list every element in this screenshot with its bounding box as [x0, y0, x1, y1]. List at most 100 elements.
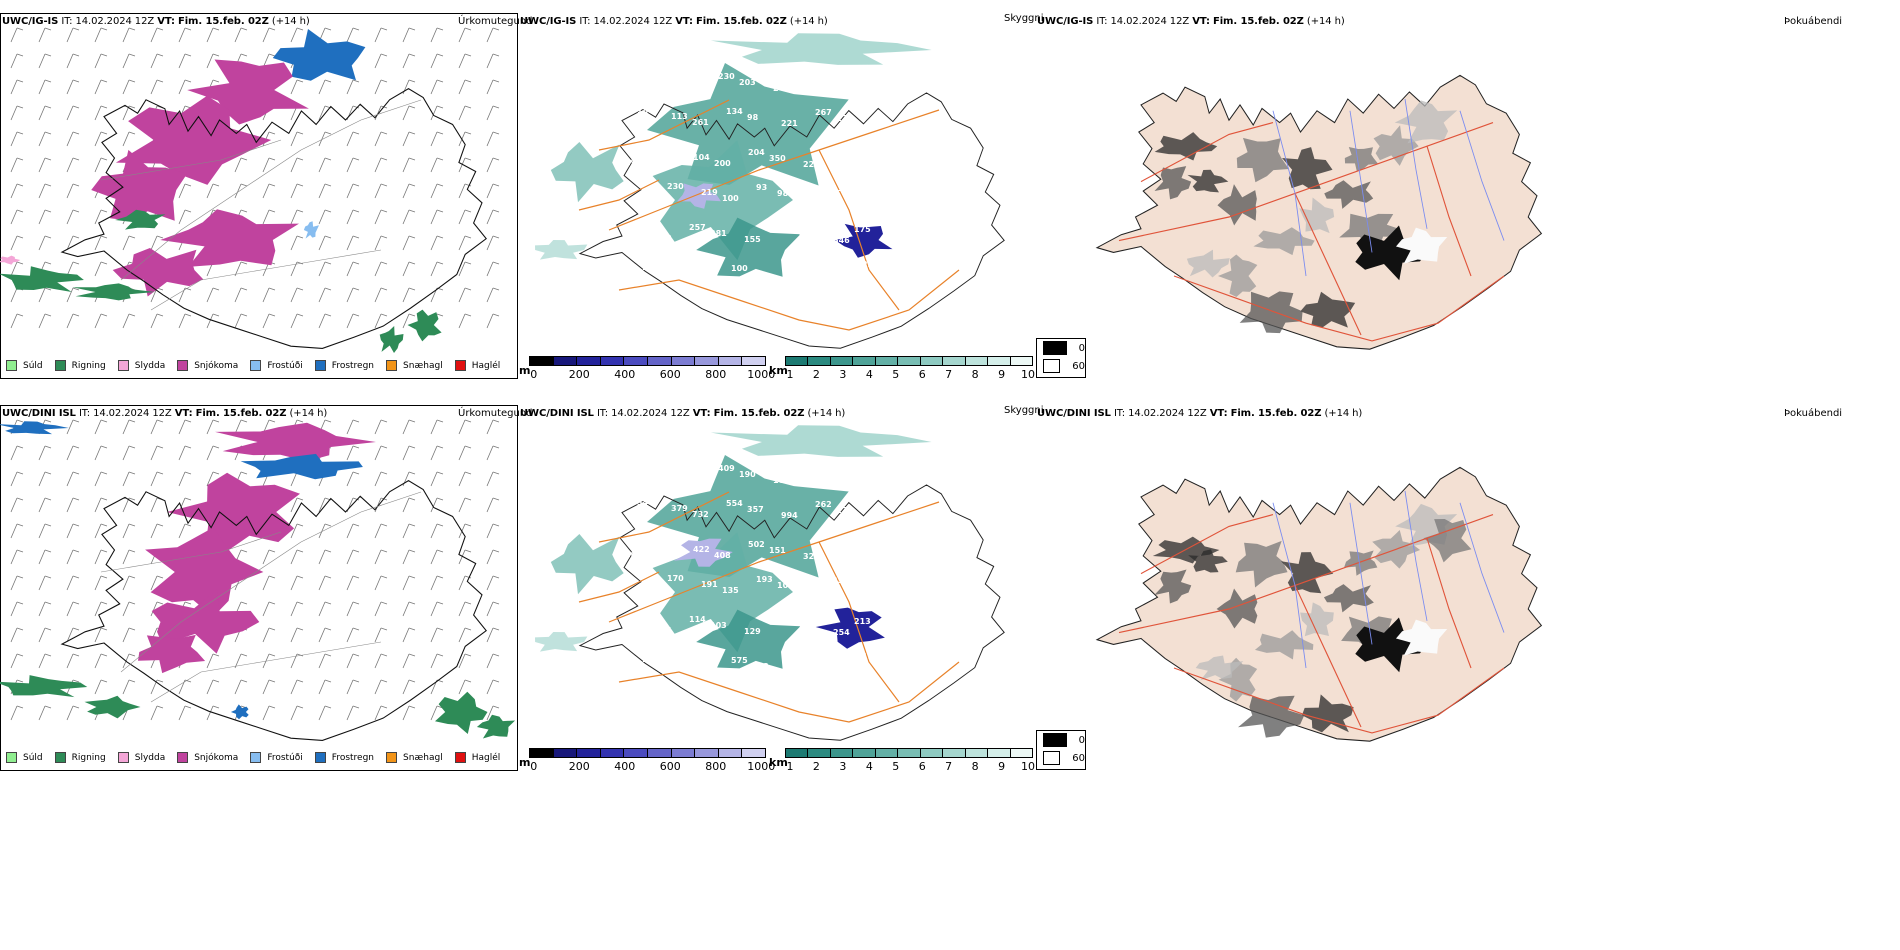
it-label: IT:: [61, 16, 73, 27]
wind-barb: [94, 53, 108, 69]
fog-area: [1395, 619, 1448, 656]
wind-barb: [122, 601, 136, 617]
road: [1173, 667, 1505, 734]
cloud-base-label: 320: [803, 552, 820, 561]
wind-barb: [262, 287, 276, 303]
colorbar-cell: [600, 357, 625, 365]
it-value: 14.02.2024 12Z: [1128, 408, 1207, 419]
wind-barb: [234, 27, 248, 43]
visibility-area: [550, 142, 624, 203]
wind-barb: [430, 287, 444, 303]
cloud-base-label: 195: [629, 463, 646, 472]
cloud-base-label: 254: [833, 628, 850, 637]
it-value: 14.02.2024 12Z: [1110, 16, 1190, 27]
wind-barb: [66, 601, 80, 617]
fog-legend-row: 0: [1037, 731, 1085, 749]
colorbar-cell: [624, 749, 648, 757]
wind-barb: [66, 313, 80, 329]
wind-barb: [150, 445, 164, 461]
colorbar-cell: [965, 357, 989, 365]
fog-legend-swatch: [1043, 359, 1061, 373]
cloud-base-label: 379: [671, 504, 688, 513]
wind-barb: [234, 287, 248, 303]
cloud-base-label: 227: [858, 547, 875, 556]
fog-header-2: UWC/DINI ISL IT: 14.02.2024 12Z VT: Fim.…: [1037, 408, 1362, 419]
legend-item: Frostúði: [250, 360, 303, 371]
visibility-area: [652, 532, 793, 653]
colorbar-tick-label: 4: [865, 368, 873, 381]
cloud-base-label: 167: [786, 259, 803, 268]
wind-barb: [318, 157, 332, 173]
wind-barb: [402, 497, 416, 513]
wind-barb: [346, 209, 360, 225]
cloud-base-label: 237: [870, 512, 887, 521]
it-value: 14.02.2024 12Z: [611, 408, 690, 419]
colorbar-cell: [718, 357, 743, 365]
cloud-base-label: 191: [701, 580, 718, 589]
cloud-base-label: 221: [781, 119, 798, 128]
colorbar-cell: [943, 749, 966, 757]
wind-barb: [402, 705, 416, 721]
freezing-rain-area: [0, 421, 69, 435]
wind-barb: [234, 419, 248, 435]
colorbar-cell: [1010, 357, 1032, 365]
wind-barb: [94, 157, 108, 173]
height-colorbar-2: 0 200 400 600 800 1000: [529, 748, 775, 773]
it-label: IT:: [1096, 16, 1108, 27]
snow-area: [187, 59, 309, 125]
cloud-base-label: 155: [794, 73, 811, 82]
road: [578, 571, 660, 603]
cloud-base-label: 145: [642, 263, 659, 272]
wind-barb: [178, 183, 192, 199]
colorbar-cells: [785, 356, 1033, 366]
legend-label: Haglél: [471, 752, 501, 763]
colorbar-cell: [553, 357, 578, 365]
it-value: 14.02.2024 12Z: [75, 16, 155, 27]
wind-barb: [430, 601, 444, 617]
coastline: [60, 87, 487, 350]
wind-barb: [150, 705, 164, 721]
cloud-base-label: 546: [833, 236, 850, 245]
wind-barb: [94, 105, 108, 121]
wind-barb: [430, 627, 444, 643]
wind-barb: [430, 53, 444, 69]
wind-barb: [430, 131, 444, 147]
fog-map-1: [1095, 74, 1543, 350]
height-unit-2: m: [519, 756, 531, 769]
wind-barb: [66, 235, 80, 251]
precip-map-2: [0, 419, 516, 742]
fog-area: [1300, 291, 1356, 328]
vt-label: VT:: [174, 408, 193, 419]
cloud-base-label: 224: [824, 149, 841, 158]
legend-swatch: [117, 360, 129, 371]
it-label: IT:: [1113, 408, 1125, 419]
wind-barb: [10, 157, 24, 173]
wind-barb: [178, 27, 192, 43]
fog-area: [1344, 147, 1379, 172]
river: [1404, 98, 1428, 229]
wind-barb: [318, 523, 332, 539]
wind-barb: [290, 287, 304, 303]
wind-barb: [430, 445, 444, 461]
wind-barb: [66, 575, 80, 591]
model-name: UWC/DINI ISL: [1037, 408, 1111, 419]
colorbar-cell: [530, 749, 554, 757]
colorbar-ticks: 0 200 400 600 800 1000: [529, 368, 775, 382]
rain-area: [72, 283, 155, 301]
wind-barb: [234, 653, 248, 669]
wind-barb: [486, 261, 500, 277]
wind-barb: [346, 79, 360, 95]
wind-barb: [10, 183, 24, 199]
legend-label: Frostregn: [331, 752, 375, 763]
road: [1173, 275, 1505, 342]
cloud-base-label: 98: [747, 113, 759, 122]
cloud-base-label: 58: [811, 587, 823, 596]
snow-area: [91, 149, 188, 221]
wind-barb: [66, 471, 80, 487]
fog-area: [1339, 213, 1403, 247]
cloud-base-label: 53: [752, 270, 763, 279]
cloud-header-1: UWC/IG-IS IT: 14.02.2024 12Z VT: Fim. 15…: [520, 16, 828, 27]
wind-barb: [402, 549, 416, 565]
wind-barb: [402, 235, 416, 251]
wind-barb: [402, 261, 416, 277]
